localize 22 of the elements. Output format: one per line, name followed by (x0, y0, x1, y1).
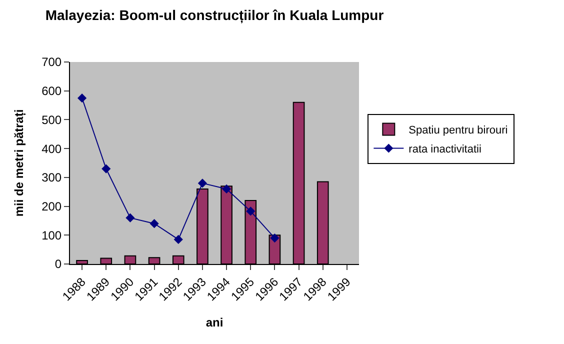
y-tick-label: 200 (42, 199, 62, 214)
x-axis-title: ani (206, 316, 224, 330)
chart-title: Malayezia: Boom-ul construcțiilor în Kuala Lumpur (45, 7, 384, 24)
legend-label: Spatiu pentru birouri (408, 124, 508, 137)
point (102, 164, 111, 174)
point (77, 94, 87, 103)
legend-label: rata inactivitatii (408, 144, 482, 156)
y-tick-label: 600 (42, 84, 62, 98)
y-tick-label: 100 (42, 228, 62, 242)
y-axis-title: mii de metri pătrați (12, 109, 26, 217)
point (246, 206, 256, 216)
point (222, 184, 232, 194)
y-tick-label: 300 (42, 170, 62, 185)
y-tick-label: 700 (42, 55, 62, 70)
point (174, 234, 183, 244)
point (198, 178, 208, 188)
y-tick-label: 400 (42, 142, 62, 156)
point (150, 219, 159, 228)
y-tick-label: 0 (54, 257, 62, 272)
point (126, 213, 135, 222)
y-tick-label: 500 (42, 112, 62, 127)
point (270, 233, 280, 243)
